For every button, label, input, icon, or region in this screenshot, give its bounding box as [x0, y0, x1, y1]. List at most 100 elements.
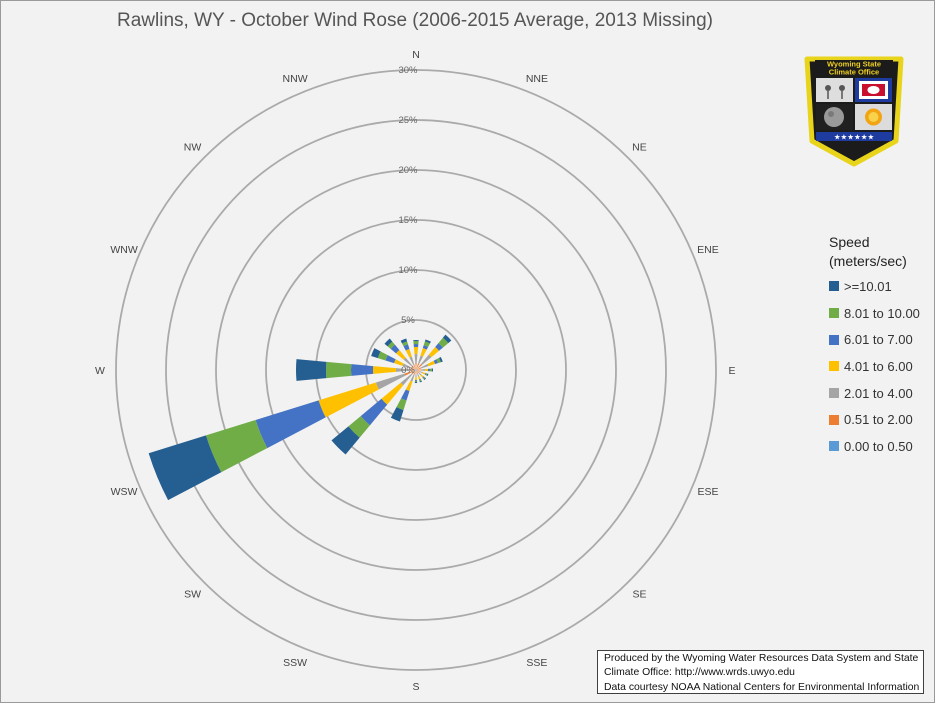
wedge-n-bin-3	[413, 347, 419, 355]
wedge-nw-bin-0	[415, 369, 416, 370]
wedge-sw-bin-4	[360, 398, 388, 426]
wedge-nw-bin-3	[396, 350, 406, 360]
legend-label: 4.01 to 6.00	[844, 358, 913, 374]
wedge-w-bin-5	[325, 361, 352, 379]
wedge-e-bin-2	[420, 369, 425, 371]
direction-label-e: E	[728, 365, 735, 377]
radial-tick-label: 10%	[398, 265, 418, 276]
wedge-ssw-bin-3	[405, 380, 413, 392]
legend-label: 8.01 to 10.00	[844, 305, 920, 321]
wedge-nne-bin-5	[423, 341, 430, 347]
wind-wedges	[148, 334, 452, 501]
wedge-s-bin-5	[414, 380, 418, 383]
direction-label-nne: NNE	[526, 73, 548, 85]
climate-office-logo: Wyoming State Climate Office ★★★★★★	[804, 56, 904, 167]
wedge-sse-bin-3	[418, 376, 421, 380]
legend-title-line: (meters/sec)	[829, 253, 907, 269]
direction-label-sw: SW	[184, 588, 201, 600]
wedge-ene-bin-2	[421, 363, 429, 369]
wedge-sse-bin-5	[419, 379, 422, 382]
wedge-sw-bin-5	[348, 416, 370, 438]
credit-line: Produced by the Wyoming Water Resources …	[604, 653, 919, 664]
direction-label-wnw: WNW	[110, 244, 137, 256]
wedge-se-bin-2	[418, 372, 422, 376]
wedge-ene-bin-3	[427, 360, 436, 367]
wedge-w-bin-1	[409, 369, 416, 371]
radial-tick-label: 0%	[401, 365, 415, 376]
wedge-nne-bin-4	[422, 345, 429, 350]
credit-line: Data courtesy NOAA National Centers for …	[604, 681, 920, 693]
wedge-ne-bin-4	[435, 343, 443, 351]
wedge-nnw-bin-4	[403, 344, 410, 351]
wedge-n-bin-5	[413, 341, 419, 345]
wedge-ssw-bin-6	[390, 407, 404, 422]
wedge-ssw-bin-4	[401, 389, 410, 401]
logo-text-line2: Climate Office	[829, 68, 879, 77]
wedge-ese-bin-5	[425, 373, 428, 376]
wedge-ssw-bin-5	[396, 398, 407, 411]
wedge-sw-bin-6	[331, 426, 360, 455]
wedge-se-bin-6	[423, 377, 426, 380]
chart-title: Rawlins, WY - October Wind Rose (2006-20…	[117, 10, 713, 31]
direction-label-w: W	[95, 365, 105, 377]
wedge-e-bin-4	[427, 368, 431, 372]
direction-label-ssw: SSW	[283, 657, 307, 669]
wedge-w-bin-4	[351, 364, 374, 376]
direction-labels: N NNE NE ENE E ESE SE SSE S SSW SW WSW W WNW NW NNW	[95, 49, 735, 693]
wedge-s-bin-1	[415, 370, 417, 375]
legend-swatch	[829, 281, 839, 292]
radial-tick-labels: 0% 5% 10% 15% 20% 25% 30%	[398, 65, 418, 376]
logo-text-line1: Wyoming State	[827, 60, 881, 69]
wedge-wsw-bin-0	[414, 370, 416, 371]
legend-item: 2.01 to 4.00	[829, 380, 920, 407]
wedge-ese-bin-4	[424, 372, 427, 376]
wedge-ne-bin-3	[428, 346, 440, 358]
legend-title: Speed (meters/sec)	[829, 233, 920, 271]
wedge-sw-bin-1	[411, 370, 416, 375]
wedge-s-bin-2	[415, 373, 417, 378]
wedge-s-bin-3	[415, 376, 417, 380]
direction-label-n: N	[412, 49, 420, 61]
radial-tick-label: 30%	[398, 65, 418, 76]
wedge-e-bin-5	[429, 368, 432, 372]
legend-label: 0.51 to 2.00	[844, 412, 913, 428]
credits-box: Produced by the Wyoming Water Resources …	[597, 650, 924, 694]
direction-label-ese: ESE	[697, 486, 718, 498]
wedge-ssw-bin-1	[413, 370, 416, 375]
wedge-se-bin-4	[422, 376, 425, 379]
direction-label-ene: ENE	[697, 244, 719, 256]
wedge-ese-bin-2	[419, 371, 423, 374]
wedge-sw-bin-3	[381, 382, 404, 405]
direction-label-sse: SSE	[526, 657, 547, 669]
wedge-e-bin-6	[431, 368, 433, 372]
radial-tick-label: 25%	[398, 115, 418, 126]
wedge-nnw-bin-3	[405, 348, 412, 358]
wedge-wnw-bin-2	[402, 363, 411, 369]
legend-swatch	[829, 361, 839, 372]
radial-ring	[165, 119, 667, 621]
wedge-wnw-bin-5	[377, 351, 388, 361]
wedge-sse-bin-6	[419, 380, 423, 383]
wedge-nne-bin-1	[416, 363, 420, 370]
wind-rose-plot: 0%5%10%15%20%25%30% NNNENEENEEESESESSESS…	[95, 49, 735, 693]
wedge-ese-bin-1	[416, 370, 420, 372]
radial-rings	[115, 69, 717, 671]
radial-ring	[215, 169, 617, 571]
logo-cowboy-panel	[816, 78, 853, 102]
wedge-n-bin-6	[413, 340, 419, 342]
wedge-wsw-bin-4	[255, 400, 326, 449]
wedge-se-bin-0	[416, 370, 417, 371]
direction-label-ne: NE	[632, 142, 647, 154]
wedge-nne-bin-3	[420, 348, 427, 357]
speed-legend: Speed (meters/sec) >=10.01 8.01 to 10.00 6…	[829, 233, 920, 460]
legend-item: 0.00 to 0.50	[829, 433, 920, 460]
legend-item: 6.01 to 7.00	[829, 326, 920, 353]
wedge-wnw-bin-6	[371, 348, 381, 359]
legend-title-line: Speed	[829, 234, 870, 250]
wedge-nnw-bin-6	[400, 338, 408, 344]
legend-swatch	[829, 414, 839, 425]
direction-label-wsw: WSW	[111, 486, 138, 498]
wedge-s-bin-6	[414, 381, 418, 384]
wedge-ne-bin-2	[421, 354, 432, 365]
legend-swatch	[829, 388, 839, 399]
